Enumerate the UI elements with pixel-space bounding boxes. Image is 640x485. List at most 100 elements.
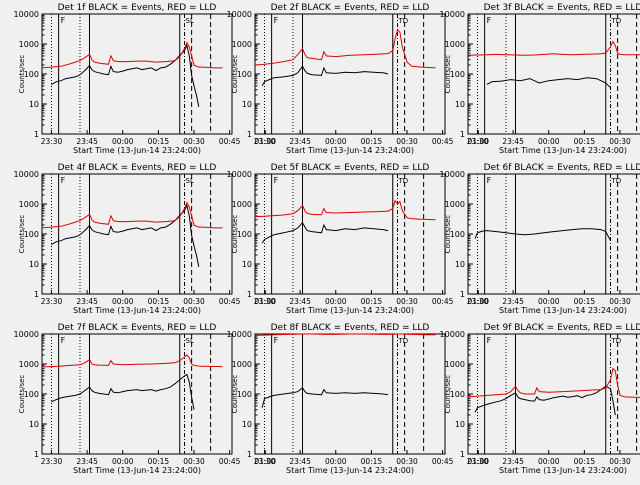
x-tick-label: 00:45: [432, 457, 454, 466]
marker-label-td: TD: [611, 177, 622, 185]
series-events-line: [261, 65, 389, 87]
series-lld-line: [41, 354, 223, 368]
marker-label-td: TD: [398, 177, 409, 185]
y-tick-label: 10: [29, 260, 39, 269]
y-tick-label: 100: [24, 230, 39, 239]
y-tick-label: 10000: [227, 170, 252, 179]
y-tick-label: 10000: [440, 170, 465, 179]
plot-frame: [467, 173, 640, 295]
y-axis-label: Counts/sec: [18, 55, 26, 94]
x-tick-label: 01:00: [254, 137, 276, 146]
panel-title: Det 2f BLACK = Events, RED = LLD: [271, 3, 430, 13]
series-lld-line: [41, 201, 223, 229]
marker-label-td: TD: [611, 17, 622, 25]
plot-frame: [41, 13, 233, 135]
x-tick-label: 23:30: [254, 457, 276, 466]
y-tick-label: 10000: [227, 10, 252, 19]
x-tick-label: 23:30: [41, 137, 63, 146]
x-tick-label: 01:00: [467, 297, 489, 306]
x-tick-label: 00:00: [325, 457, 347, 466]
x-tick-label: 00:00: [538, 137, 560, 146]
y-tick-label: 1: [460, 290, 465, 299]
marker-label-f: F: [487, 176, 492, 185]
x-tick-label: 00:15: [574, 457, 596, 466]
y-tick-label: 100: [24, 70, 39, 79]
series-events-line: [261, 387, 389, 408]
x-tick-label: 00:30: [183, 297, 205, 306]
y-tick-label: 10000: [440, 10, 465, 19]
plot-frame: [41, 173, 233, 295]
y-tick-label: 10000: [227, 330, 252, 339]
y-tick-label: 1000: [232, 40, 252, 49]
y-tick-label: 1: [247, 290, 252, 299]
marker-label-sl: SL: [186, 17, 194, 25]
x-tick-label: 00:15: [148, 297, 170, 306]
panel-det-5: Det 5f BLACK = Events, RED = LLD11010010…: [227, 163, 490, 315]
y-axis-label: Counts/sec: [231, 215, 239, 254]
x-tick-label: 00:00: [325, 137, 347, 146]
marker-label-f: F: [274, 16, 279, 25]
marker-label-f: F: [274, 336, 279, 345]
x-tick-label: 23:45: [289, 297, 311, 306]
y-tick-label: 1000: [232, 360, 252, 369]
x-tick-label: 00:30: [183, 137, 205, 146]
y-tick-label: 10000: [14, 10, 39, 19]
panel-det-7: Det 7f BLACK = Events, RED = LLD11010010…: [14, 323, 277, 475]
y-tick-label: 10: [455, 420, 465, 429]
x-tick-label: 00:00: [538, 297, 560, 306]
series-events-line: [486, 77, 611, 89]
panel-title: Det 3f BLACK = Events, RED = LLD: [484, 3, 640, 13]
series-lld-line: [254, 28, 436, 69]
x-tick-label: 01:00: [467, 137, 489, 146]
y-tick-label: 1: [247, 450, 252, 459]
x-tick-label: 23:45: [76, 137, 98, 146]
x-axis-label: Start Time (13-Jun-14 23:24:00): [286, 146, 414, 155]
x-axis-label: Start Time (13-Jun-14 23:24:00): [286, 306, 414, 315]
x-axis-label: Start Time (13-Jun-14 23:24:00): [286, 466, 414, 475]
marker-label-td: TD: [611, 337, 622, 345]
x-tick-label: 00:45: [432, 297, 454, 306]
x-tick-label: 23:45: [502, 297, 524, 306]
series-events-line: [261, 221, 389, 244]
series-events-line: [51, 43, 200, 107]
y-tick-label: 1: [460, 130, 465, 139]
x-axis-label: Start Time (13-Jun-14 23:24:00): [499, 466, 627, 475]
x-tick-label: 01:00: [254, 297, 276, 306]
y-tick-label: 100: [450, 230, 465, 239]
plot-frame: [41, 333, 233, 455]
x-tick-label: 23:45: [502, 137, 524, 146]
y-tick-label: 100: [237, 230, 252, 239]
x-tick-label: 01:00: [467, 457, 489, 466]
y-tick-label: 1: [34, 290, 39, 299]
marker-label-f: F: [61, 336, 66, 345]
x-tick-label: 00:15: [361, 457, 383, 466]
marker-label-f: F: [487, 16, 492, 25]
panel-det-6: Det 6f BLACK = Events, RED = LLD 1 10 100 10…: [440, 163, 640, 315]
y-tick-label: 1: [460, 450, 465, 459]
marker-label-f: F: [61, 16, 66, 25]
x-tick-label: 23:30: [467, 457, 489, 466]
y-axis-label: Counts/sec: [18, 215, 26, 254]
y-tick-label: 1: [34, 450, 39, 459]
x-axis-label: Start Time (13-Jun-14 23:24:00): [73, 466, 201, 475]
series-lld-line: [254, 333, 436, 336]
x-tick-label: 00:15: [361, 297, 383, 306]
marker-label-f: F: [274, 176, 279, 185]
x-tick-label: 00:15: [361, 137, 383, 146]
x-tick-label: 00:00: [325, 297, 347, 306]
y-axis-label: Counts/sec: [231, 55, 239, 94]
marker-label-f: F: [487, 336, 492, 345]
panel-title: Det 7f BLACK = Events, RED = LLD: [58, 323, 217, 333]
x-tick-label: 00:15: [148, 137, 170, 146]
y-tick-label: 10000: [440, 330, 465, 339]
y-tick-label: 1: [247, 130, 252, 139]
y-axis-label: Counts/sec: [18, 375, 26, 414]
x-tick-label: 00:30: [609, 457, 631, 466]
y-axis-label: Counts/sec: [231, 375, 239, 414]
series-lld-line: [467, 40, 640, 56]
x-tick-label: 23:30: [254, 297, 276, 306]
y-tick-label: 10: [455, 100, 465, 109]
x-tick-label: 23:30: [467, 137, 489, 146]
x-tick-label: 00:30: [609, 137, 631, 146]
